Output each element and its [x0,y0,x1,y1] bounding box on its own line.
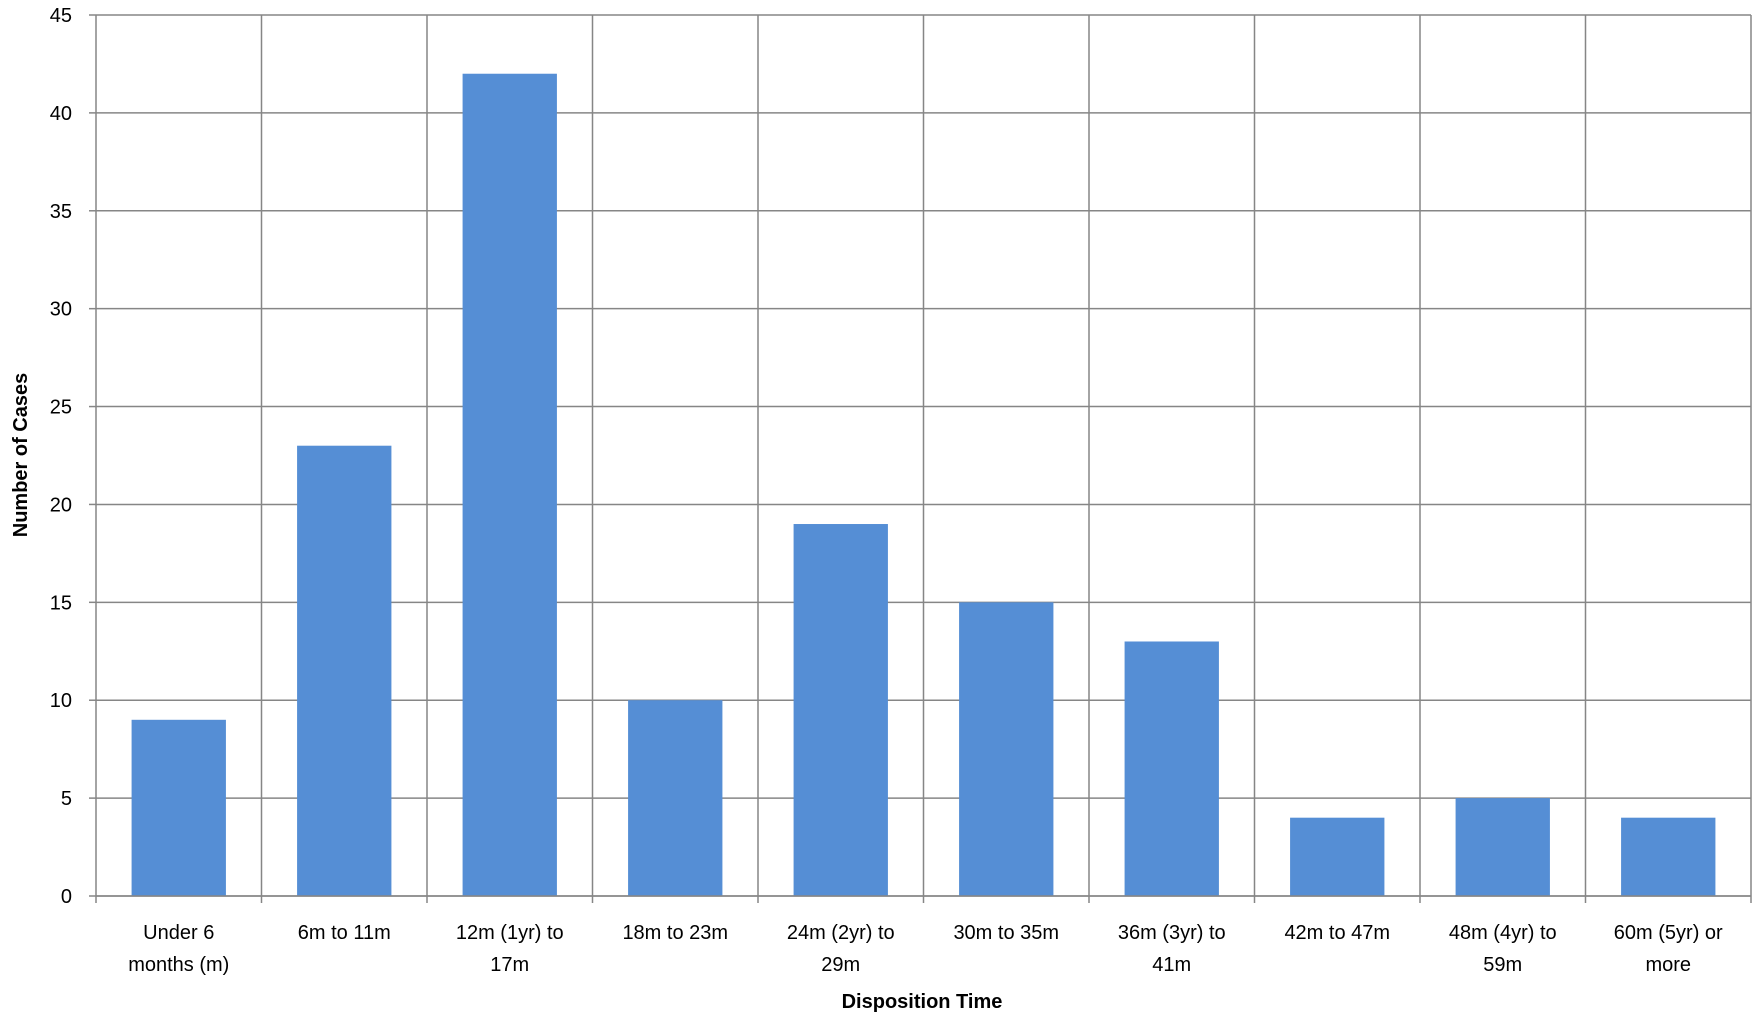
y-tick-label: 40 [50,103,72,125]
x-tick-label: 18m to 23m [622,922,728,944]
y-tick-label: 25 [50,397,72,419]
y-tick-label: 45 [50,5,72,27]
y-tick-label: 0 [61,886,72,908]
bar [1290,817,1385,896]
y-tick-labels: 0 5 10 15 20 25 30 35 40 45 [50,5,72,908]
x-tick-labels: Under 6 months (m) 6m to 11m 12m (1yr) to 17… [128,922,1723,976]
x-tick-label: 42m to 47m [1284,922,1390,944]
bar [793,524,888,896]
bar [131,719,226,896]
x-tick-label: 6m to 11m [298,922,391,944]
x-tick-label: 36m (3yr) to 41m [1118,922,1226,976]
x-tick-label: 48m (4yr) to 59m [1449,922,1557,976]
x-tick-label: Under 6 months (m) [128,922,229,976]
grid-lines [96,14,1752,897]
bar [1455,798,1550,896]
bar [1124,641,1219,896]
x-tick-label: 60m (5yr) or more [1614,922,1723,976]
x-tick-label: 30m to 35m [953,922,1059,944]
bar [959,602,1054,896]
x-axis-title: Disposition Time [842,991,1003,1013]
axes [89,14,1752,903]
bar [1621,817,1716,896]
bar [297,445,392,896]
y-tick-label: 5 [61,788,72,810]
bar [462,73,557,896]
y-axis-title: Number of Cases [10,373,32,538]
y-tick-label: 20 [50,494,72,516]
x-tick-label: 24m (2yr) to 29m [787,922,895,976]
bars [131,73,1716,896]
y-tick-label: 10 [50,690,72,712]
y-tick-label: 30 [50,299,72,321]
y-tick-label: 35 [50,201,72,223]
bar [628,700,723,896]
y-tick-label: 15 [50,592,72,614]
x-tick-label: 12m (1yr) to 17m [456,922,564,976]
